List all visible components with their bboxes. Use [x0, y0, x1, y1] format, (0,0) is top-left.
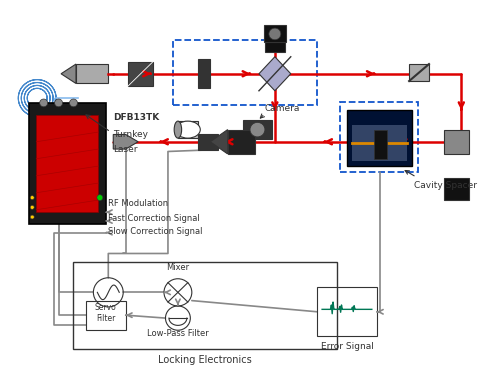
Circle shape: [97, 195, 103, 200]
Ellipse shape: [174, 121, 182, 138]
Text: Cavity Spacer: Cavity Spacer: [414, 181, 477, 190]
Bar: [347, 110, 412, 166]
Polygon shape: [114, 134, 138, 149]
Text: Camera: Camera: [265, 103, 300, 113]
Ellipse shape: [176, 121, 201, 138]
Text: Slow Correction Signal: Slow Correction Signal: [108, 226, 203, 236]
Text: Servo
Filter: Servo Filter: [95, 303, 116, 323]
Bar: [264, 25, 286, 42]
Bar: [340, 102, 417, 172]
Bar: [352, 125, 406, 161]
Bar: [317, 287, 377, 336]
Circle shape: [250, 122, 265, 137]
Text: Laser: Laser: [114, 145, 138, 153]
Polygon shape: [409, 64, 429, 81]
Bar: [198, 134, 218, 150]
Bar: [173, 40, 317, 105]
Polygon shape: [61, 64, 76, 83]
Bar: [265, 42, 285, 52]
Polygon shape: [259, 57, 291, 91]
Circle shape: [30, 206, 34, 209]
Circle shape: [40, 99, 48, 107]
Circle shape: [70, 99, 78, 107]
Text: Mixer: Mixer: [166, 263, 190, 272]
Bar: [228, 130, 255, 154]
Circle shape: [30, 215, 34, 219]
Circle shape: [30, 196, 34, 200]
Polygon shape: [210, 130, 228, 154]
Text: Locking Electronics: Locking Electronics: [158, 355, 252, 365]
Bar: [242, 120, 272, 139]
Bar: [86, 301, 126, 330]
Bar: [128, 62, 153, 86]
Circle shape: [269, 28, 281, 40]
Bar: [444, 178, 469, 200]
Bar: [178, 121, 198, 138]
Text: Turnkey: Turnkey: [114, 130, 148, 139]
Circle shape: [54, 99, 62, 107]
Text: Error Signal: Error Signal: [320, 342, 374, 351]
Bar: [444, 130, 469, 154]
Text: DFB13TK: DFB13TK: [114, 113, 160, 122]
Bar: [198, 59, 210, 88]
Bar: [374, 130, 386, 159]
Bar: [74, 262, 337, 349]
Bar: [76, 64, 108, 83]
Text: RF Modulation: RF Modulation: [108, 199, 168, 208]
Text: Fast Correction Signal: Fast Correction Signal: [108, 214, 200, 223]
Bar: [36, 115, 98, 212]
Bar: [28, 103, 106, 224]
Text: Low-Pass Filter: Low-Pass Filter: [147, 328, 209, 338]
